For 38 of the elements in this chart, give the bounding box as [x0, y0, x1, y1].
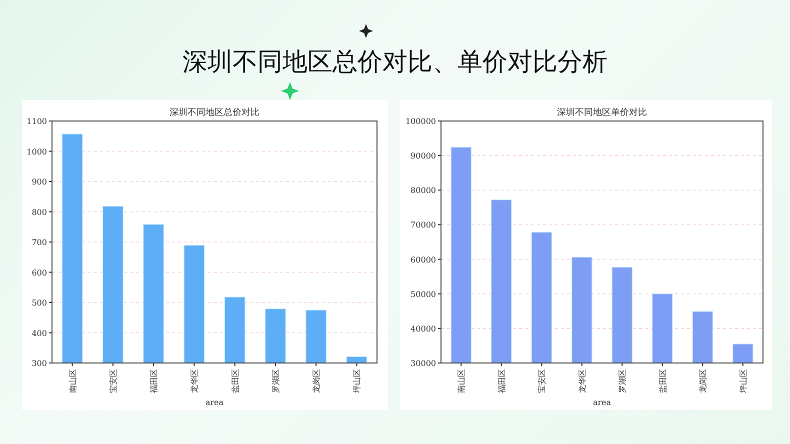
x-tick-label: 福田区 [497, 369, 506, 393]
y-tick-label: 500 [32, 298, 47, 308]
y-tick-label: 600 [32, 268, 47, 278]
y-tick-label: 400 [32, 328, 47, 338]
y-tick-label: 40000 [410, 324, 436, 334]
y-tick-label: 800 [32, 208, 47, 217]
y-tick-label: 900 [32, 178, 47, 186]
x-tick-label: 罗湖区 [271, 369, 280, 393]
chart-title: 深圳不同地区单价对比 [557, 107, 647, 118]
y-tick-label: 300 [32, 359, 47, 368]
y-tick-label: 700 [32, 238, 47, 247]
x-tick-label: 龙岗区 [698, 369, 708, 393]
x-tick-label: 龙华区 [190, 369, 200, 393]
text: 深圳不同地区总价对比、单价对比分析 [182, 47, 608, 76]
y-tick-label: 100000 [405, 117, 436, 126]
y-tick-label: 1100 [26, 117, 47, 126]
x-tick-label: 坪山区 [352, 369, 362, 394]
x-tick-label: 盐田区 [230, 369, 240, 393]
x-tick-label: 龙华区 [578, 369, 587, 393]
x-tick-label: 坪山区 [738, 369, 748, 394]
x-tick-label: 罗湖区 [618, 369, 628, 393]
y-tick-label: 1000 [26, 147, 47, 156]
chart-title: 深圳不同地区总价对比 [170, 107, 260, 118]
x-tick-label: 福田区 [150, 369, 159, 393]
x-tick-label: 南山区 [457, 369, 466, 393]
x-tick-label: 南山区 [68, 369, 78, 393]
y-tick-label: 60000 [410, 255, 436, 264]
y-tick-label: 70000 [410, 220, 436, 230]
x-axis-title: area [592, 398, 612, 407]
x-tick-label: 盐田区 [658, 369, 668, 393]
x-tick-label: 宝安区 [108, 369, 118, 393]
x-tick-label: 龙岗区 [312, 369, 322, 393]
y-tick-label: 30000 [410, 359, 436, 368]
y-tick-label: 50000 [410, 290, 436, 299]
y-tick-label: 90000 [410, 152, 436, 161]
y-tick-label: 80000 [410, 186, 436, 196]
x-tick-label: 宝安区 [538, 369, 547, 393]
x-axis-title: area [205, 398, 224, 407]
